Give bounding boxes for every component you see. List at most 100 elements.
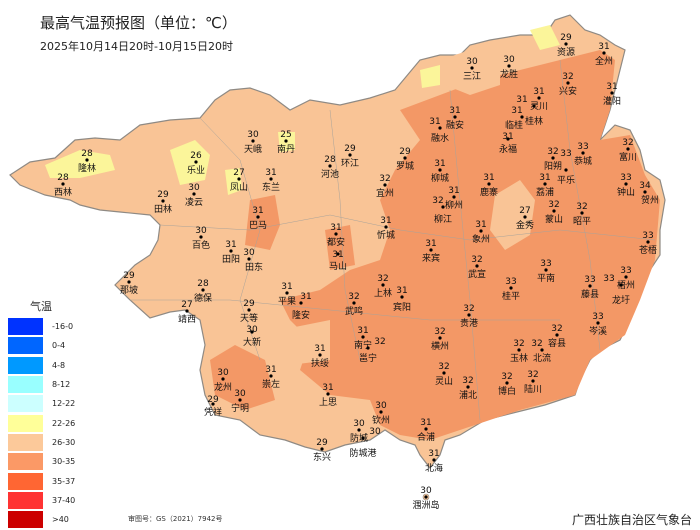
cool-zone-22-26 — [45, 150, 115, 178]
city-station: 30 天峨 — [244, 130, 262, 155]
city-temperature: 31 — [425, 239, 436, 249]
city-station: 31 平果 — [278, 282, 296, 307]
city-temperature: 33 — [592, 312, 603, 322]
city-name: 贺州 — [641, 194, 659, 206]
city-name: 上思 — [319, 397, 337, 408]
city-station: 31 柳州 — [445, 186, 463, 211]
legend-label: 22-26 — [52, 418, 76, 428]
city-station: 31 合浦 — [417, 418, 435, 443]
city-temperature: 32 — [463, 304, 474, 314]
city-temperature: 32 — [348, 292, 359, 302]
city-station: 31 田阳 — [222, 240, 240, 265]
city-name: 大新 — [243, 336, 261, 348]
city-name: 凤山 — [230, 182, 248, 193]
city-temperature: 32 — [471, 255, 482, 265]
legend: 气温 -16-0 0-4 4-8 8-12 12-22 22-26 26-30 30-35 35… — [8, 298, 75, 529]
city-temperature: 33 — [584, 275, 595, 285]
station-dot — [438, 168, 442, 172]
city-temperature: 29 — [123, 271, 135, 281]
city-name: 北海 — [425, 462, 443, 474]
city-temperature: 27 — [181, 300, 192, 310]
city-temperature: 30 — [375, 401, 387, 411]
city-name: 柳城 — [431, 172, 449, 184]
city-station: 25 南丹 — [277, 130, 295, 155]
city-station: 32 陆川 — [524, 370, 542, 395]
city-station: 32 北流 — [531, 339, 551, 364]
station-dot — [580, 211, 584, 215]
city-temperature: 32 — [551, 324, 562, 334]
city-station: 32 博白 — [498, 372, 516, 397]
city-temperature: 27 — [519, 206, 530, 216]
city-station: 29 环江 — [341, 144, 359, 169]
city-station: 32 柳江 — [432, 196, 452, 225]
city-name: 鹿寨 — [480, 186, 498, 198]
city-station: 31 北海 — [425, 449, 443, 474]
station-dot — [201, 288, 205, 292]
agency-name: 广西壮族自治区气象台 — [571, 513, 692, 527]
cool-zone-22-26 — [530, 25, 560, 50]
city-temperature: 31 — [265, 365, 276, 375]
city-temperature: 31 — [428, 449, 439, 459]
station-dot — [523, 215, 527, 219]
city-name: 北流 — [533, 352, 551, 364]
city-name: 兴安 — [559, 85, 577, 97]
city-station: 33 龙圩 — [603, 274, 630, 306]
city-station: 28 德保 — [194, 279, 212, 304]
station-dot — [400, 295, 404, 299]
station-dot — [328, 164, 332, 168]
city-name: 梧州 — [617, 279, 635, 291]
station-dot — [532, 104, 536, 108]
city-temperature: 29 — [243, 299, 255, 309]
legend-swatch — [8, 433, 43, 451]
city-temperature: 29 — [399, 147, 411, 157]
city-temperature: 31 — [483, 173, 494, 183]
city-name: 恭城 — [574, 156, 592, 167]
city-temperature: 31 — [314, 344, 325, 354]
city-temperature: 31 — [265, 168, 276, 178]
station-dot — [403, 156, 407, 160]
city-station: 31 巴马 — [249, 206, 267, 231]
city-temperature: 31 — [332, 250, 343, 260]
legend-item: 26-30 — [8, 433, 75, 452]
city-station: 30 宁明 — [231, 389, 249, 414]
station-dot — [509, 286, 513, 290]
city-name: 隆安 — [292, 309, 310, 321]
city-station: 32 容县 — [548, 324, 566, 349]
city-name: 象州 — [472, 233, 490, 245]
city-temperature: 32 — [432, 196, 443, 206]
city-name: 那坡 — [120, 284, 138, 296]
legend-swatch — [8, 395, 43, 413]
city-station: 32 浦北 — [459, 376, 477, 401]
station-dot — [543, 182, 547, 186]
city-station: 29 资源 — [557, 33, 575, 58]
city-temperature: 31 — [322, 383, 333, 393]
city-temperature: 30 — [234, 389, 246, 399]
station-dot — [552, 209, 556, 213]
city-temperature: 31 — [429, 117, 440, 127]
station-dot — [384, 225, 388, 229]
station-dot — [467, 313, 471, 317]
station-dot — [520, 115, 524, 119]
cooler-zone-26-30 — [280, 320, 330, 365]
city-station: 30 防城 — [350, 419, 368, 444]
warm-zone-30-35 — [210, 345, 275, 410]
city-name: 邕宁 — [359, 352, 377, 364]
city-temperature: 31 — [357, 326, 368, 336]
city-station: 28 西林 — [54, 173, 72, 198]
legend-swatch — [8, 376, 43, 394]
legend-item: -16-0 — [8, 317, 75, 336]
county-border — [449, 89, 481, 421]
legend-item: 37-40 — [8, 491, 75, 510]
station-dot — [507, 64, 511, 68]
city-name: 宁明 — [231, 402, 249, 414]
city-station: 32 武宣 — [468, 255, 486, 280]
station-dot — [432, 458, 436, 462]
cool-zone-22-26 — [420, 65, 440, 88]
city-temperature: 29 — [157, 190, 169, 200]
city-station: 31 来宾 — [422, 239, 440, 264]
station-dot — [566, 81, 570, 85]
city-name: 桂平 — [502, 290, 520, 302]
station-dot — [438, 336, 442, 340]
